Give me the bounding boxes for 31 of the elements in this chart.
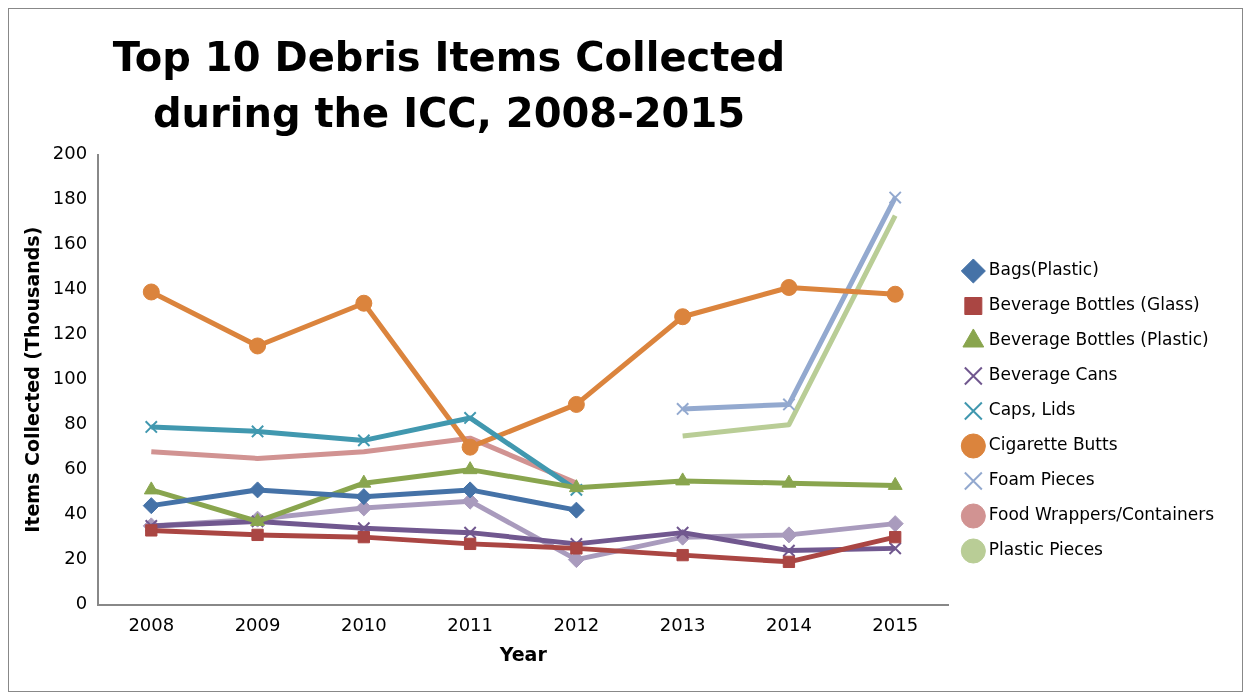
y-tick-label: 40 — [64, 502, 88, 524]
x-tick-label: 2013 — [659, 614, 706, 636]
legend-label: Cigarette Butts — [988, 434, 1118, 455]
y-tick-label: 80 — [64, 412, 88, 434]
legend-label: Caps, Lids — [988, 399, 1076, 420]
y-tick-label: 140 — [52, 277, 88, 299]
legend-label: Beverage Bottles (Glass) — [988, 294, 1200, 315]
y-tick-label: 160 — [52, 232, 88, 254]
legend-label: Beverage Cans — [988, 364, 1118, 385]
y-tick-label: 60 — [64, 457, 88, 479]
y-tick-label: 0 — [75, 592, 88, 614]
chart-title: Top 10 Debris Items Collected during the ICC, 2008-2015 — [111, 33, 787, 138]
y-axis-title: Items Collected (Thousands) — [21, 226, 44, 533]
legend-label: Foam Pieces — [988, 469, 1095, 490]
y-tick-label: 200 — [52, 142, 88, 164]
legend-label: Beverage Bottles (Plastic) — [988, 329, 1209, 350]
y-tick-label: 120 — [52, 322, 88, 344]
x-tick-label: 2012 — [553, 614, 600, 636]
y-tick-label: 180 — [52, 187, 88, 209]
legend-label: Food Wrappers/Containers — [988, 504, 1215, 525]
x-tick-label: 2014 — [766, 614, 812, 636]
y-tick-label: 20 — [64, 547, 88, 569]
x-tick-label: 2015 — [872, 614, 919, 636]
x-axis-title: Year — [498, 642, 548, 665]
x-tick-label: 2008 — [128, 614, 175, 636]
y-tick-label: 100 — [52, 367, 88, 389]
x-tick-label: 2010 — [340, 614, 387, 636]
legend-label: Plastic Pieces — [988, 539, 1104, 560]
x-tick-label: 2009 — [234, 614, 281, 636]
legend-label: Bags(Plastic) — [988, 259, 1099, 280]
x-tick-label: 2011 — [447, 614, 494, 636]
